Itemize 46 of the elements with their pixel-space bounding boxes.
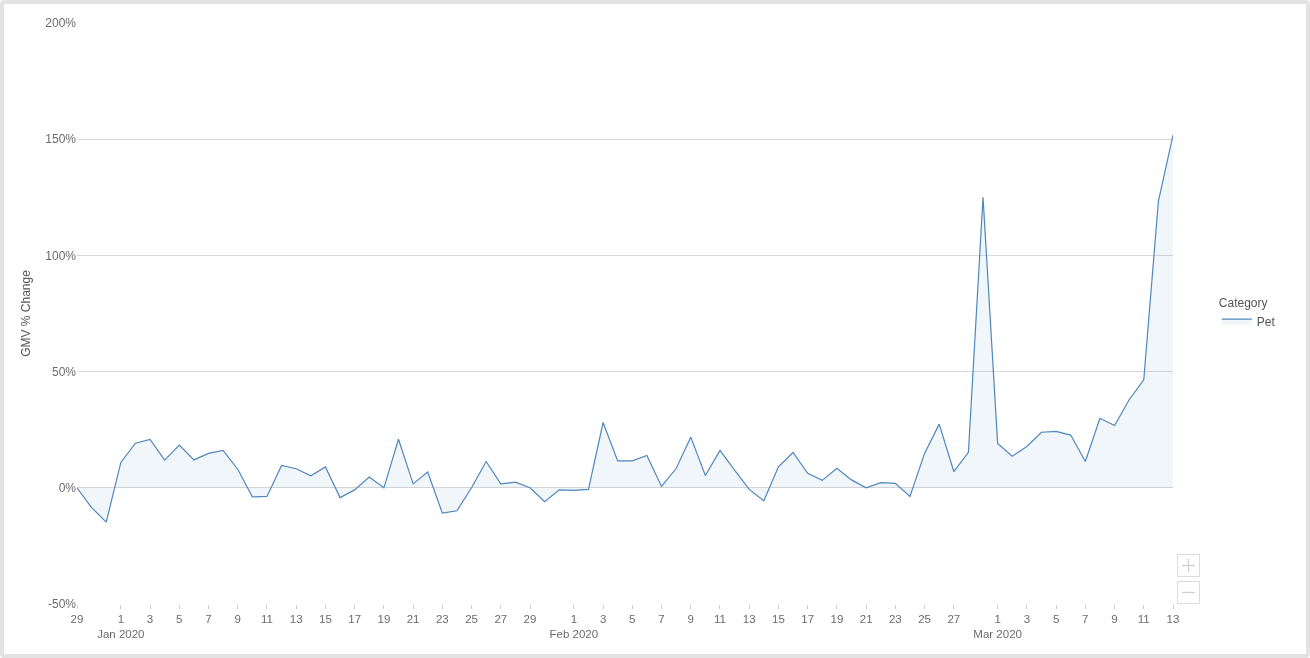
x-tick-label: 29 [70, 612, 84, 625]
x-tick-label: 9 [1111, 612, 1118, 625]
x-tick-label: 7 [205, 612, 212, 625]
y-tick-label: 0% [58, 481, 77, 495]
y-tick-label: 100% [45, 248, 77, 263]
y-tick-label: 200% [45, 16, 77, 31]
y-axis-title: GMV % Change [18, 269, 33, 357]
x-tick-label: 11 [1137, 612, 1150, 625]
x-tick-label: 27 [947, 612, 961, 625]
x-tick-label: 25 [465, 612, 478, 625]
x-tick-label: 5 [176, 612, 183, 625]
x-tick-label: 11 [260, 612, 273, 625]
x-tick-label: 13 [289, 612, 303, 625]
x-tick-label: 13 [742, 612, 756, 625]
x-tick-label: 17 [801, 612, 815, 625]
x-tick-label: 21 [406, 612, 420, 625]
x-tick-label: 25 [918, 612, 931, 625]
x-tick-label: 7 [658, 612, 665, 625]
x-tick-label: 3 [146, 612, 154, 625]
x-tick-label: 15 [319, 612, 332, 625]
y-tick-label: 150% [45, 132, 77, 147]
legend-title: Category [1218, 295, 1268, 310]
x-tick-label: 9 [687, 612, 694, 625]
x-tick-label: 19 [830, 612, 844, 625]
x-tick-label: 1 Mar 2020 [973, 612, 1022, 640]
x-tick-label: 7 [1082, 612, 1089, 625]
x-tick-label: 23 [888, 612, 902, 625]
x-tick-label: 1 Jan 2020 [97, 612, 145, 640]
x-tick-label: 1 Feb 2020 [549, 612, 599, 640]
x-tick-label: 29 [523, 612, 537, 625]
legend-label: Pet [1256, 314, 1276, 329]
x-tick-label: 17 [348, 612, 362, 625]
x-tick-label: 5 [629, 612, 636, 625]
x-tick-label: 21 [859, 612, 873, 625]
y-tick-label: -50% [47, 597, 77, 612]
x-tick-label: 5 [1052, 612, 1060, 625]
x-tick-label: 3 [1023, 612, 1031, 625]
x-tick-label: 15 [772, 612, 785, 625]
x-tick-label: 27 [494, 612, 508, 625]
x-tick-label: 23 [435, 612, 449, 625]
x-tick-label: 11 [714, 612, 726, 625]
y-tick-label: 50% [51, 364, 77, 379]
x-tick-label: 13 [1166, 612, 1180, 625]
x-tick-label: 9 [234, 612, 241, 625]
x-tick-label: 19 [377, 612, 391, 625]
x-tick-label: 3 [599, 612, 607, 625]
